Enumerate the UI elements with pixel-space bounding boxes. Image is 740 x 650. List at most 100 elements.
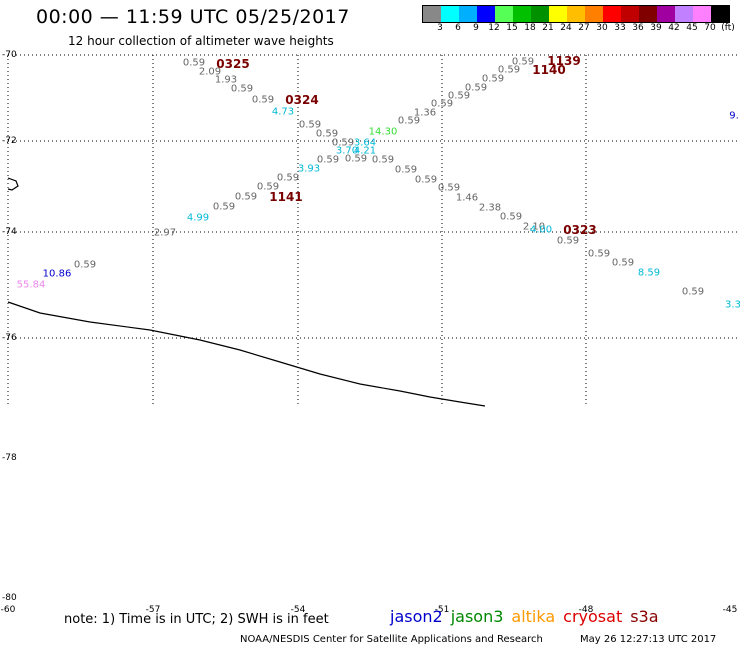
color-swatch	[585, 6, 603, 22]
color-swatch	[603, 6, 621, 22]
wave-height-value: 4.73	[271, 106, 295, 118]
wave-height-value: 0.59	[230, 83, 254, 95]
wave-height-value: 0.59	[681, 286, 705, 298]
lon-label: -60	[0, 605, 16, 615]
wave-height-value: 10.86	[42, 268, 72, 280]
wave-height-value: 0.59	[182, 57, 206, 69]
wave-height-value: 0.59	[298, 119, 322, 131]
coastline	[7, 301, 486, 407]
color-scale-label: 27	[578, 23, 590, 33]
coastline-fragment	[7, 177, 19, 191]
page-subtitle: 12 hour collection of altimeter wave hei…	[68, 34, 334, 48]
wave-height-value: 2.97	[153, 227, 177, 239]
color-swatch	[567, 6, 585, 22]
legend-entry: s3a	[630, 607, 659, 626]
color-scale-label: 21	[542, 23, 554, 33]
color-swatch	[441, 6, 459, 22]
color-scale-label: 12	[488, 23, 500, 33]
color-swatch	[495, 6, 513, 22]
satellite-legend: jason2 jason3 altika cryosat s3a	[390, 607, 667, 626]
wave-height-value: 0.59	[73, 259, 97, 271]
wave-height-value: 55.84	[16, 279, 46, 291]
wave-height-value: 2.09	[198, 66, 222, 78]
wave-height-value: 0.59	[556, 235, 580, 247]
lat-label: -78	[2, 453, 17, 463]
wave-height-value: 0.59	[464, 82, 488, 94]
color-swatch	[531, 6, 549, 22]
wave-height-value: 0.59	[414, 174, 438, 186]
lon-label: -45	[722, 605, 738, 615]
wave-height-value: 1.36	[413, 107, 437, 119]
lat-label: -74	[2, 227, 17, 237]
wave-height-value: 2.10	[522, 221, 546, 233]
wave-height-value: 0.59	[447, 90, 471, 102]
lat-label: -72	[2, 136, 17, 146]
color-scale-label: 42	[668, 23, 680, 33]
lon-label: -48	[578, 605, 594, 615]
legend-entry: jason3	[450, 607, 504, 626]
lon-label: -54	[290, 605, 306, 615]
wave-height-value: 3.64	[353, 137, 377, 149]
generated-timestamp: May 26 12:27:13 UTC 2017	[580, 634, 717, 645]
wave-height-value: 0.59	[397, 115, 421, 127]
color-scale-label: (ft)	[721, 23, 735, 33]
color-scale-label: 39	[650, 23, 662, 33]
color-scale-label: 24	[560, 23, 572, 33]
wave-height-value: 14.30	[368, 126, 398, 138]
wave-height-value: 1.46	[455, 192, 479, 204]
wave-height-value: 9.	[729, 110, 739, 122]
wave-height-value: 0.59	[251, 94, 275, 106]
pass-time-label: 1140	[532, 63, 566, 77]
footer-credit: NOAA/NESDIS Center for Satellite Applica…	[240, 634, 543, 645]
color-scale-label: 45	[686, 23, 698, 33]
wave-height-map	[7, 54, 740, 407]
graticule	[7, 54, 740, 405]
wave-height-value: 8.59	[637, 267, 661, 279]
wave-height-value: 0.59	[499, 211, 523, 223]
color-scale-labels: 3 6 9 12 15 18 21 24 27 30 33 36 39 42 45 70 (ft)	[422, 23, 735, 35]
color-swatch	[693, 6, 711, 22]
wave-height-value: 3.93	[297, 163, 321, 175]
pass-time-label: 0325	[216, 57, 250, 71]
pass-time-label: 0324	[285, 93, 319, 107]
wave-height-value: 0.59	[511, 56, 535, 68]
color-scale-label: 6	[455, 23, 461, 33]
color-swatch	[621, 6, 639, 22]
color-scale-label: 3	[437, 23, 443, 33]
page-title: 00:00 — 11:59 UTC 05/25/2017	[36, 6, 350, 28]
wave-height-value: 3.3	[725, 299, 740, 311]
legend-entry: jason2	[390, 607, 443, 626]
wave-height-value: 0.59	[212, 201, 236, 213]
wave-height-value: 0.59	[497, 64, 521, 76]
legend-entry: altika	[511, 607, 556, 626]
wave-height-value: 0.59	[315, 128, 339, 140]
wave-height-value: 0.59	[371, 154, 395, 166]
color-swatch	[459, 6, 477, 22]
color-swatch	[675, 6, 693, 22]
lat-label: -70	[2, 50, 17, 60]
wave-height-value: 3.70	[335, 145, 359, 157]
wave-height-value: 0.59	[481, 73, 505, 85]
color-scale-label: 18	[524, 23, 536, 33]
lon-label: -57	[145, 605, 161, 615]
color-scale-label: 15	[506, 23, 518, 33]
color-swatch	[477, 6, 495, 22]
wave-height-value: 0.59	[331, 137, 355, 149]
wave-height-value: 0.59	[430, 98, 454, 110]
wave-height-value: 4.21	[353, 145, 377, 157]
wave-height-value: 2.38	[478, 202, 502, 214]
lon-label: -51	[434, 605, 450, 615]
wave-height-value: 0.59	[437, 182, 461, 194]
lat-label: -80	[2, 593, 17, 603]
wave-height-value: 0.59	[276, 172, 300, 184]
wave-height-value: 0.59	[587, 248, 611, 260]
color-scale-label: 30	[596, 23, 608, 33]
color-scale-label: 36	[632, 23, 644, 33]
wave-height-value: 0.59	[394, 164, 418, 176]
wave-height-value: 1.93	[214, 74, 238, 86]
color-scale-label: 70	[704, 23, 716, 33]
wave-height-value: 4.00	[529, 224, 553, 236]
color-scale-label: 9	[473, 23, 479, 33]
color-swatch	[549, 6, 567, 22]
wave-height-value: 0.59	[316, 154, 340, 166]
